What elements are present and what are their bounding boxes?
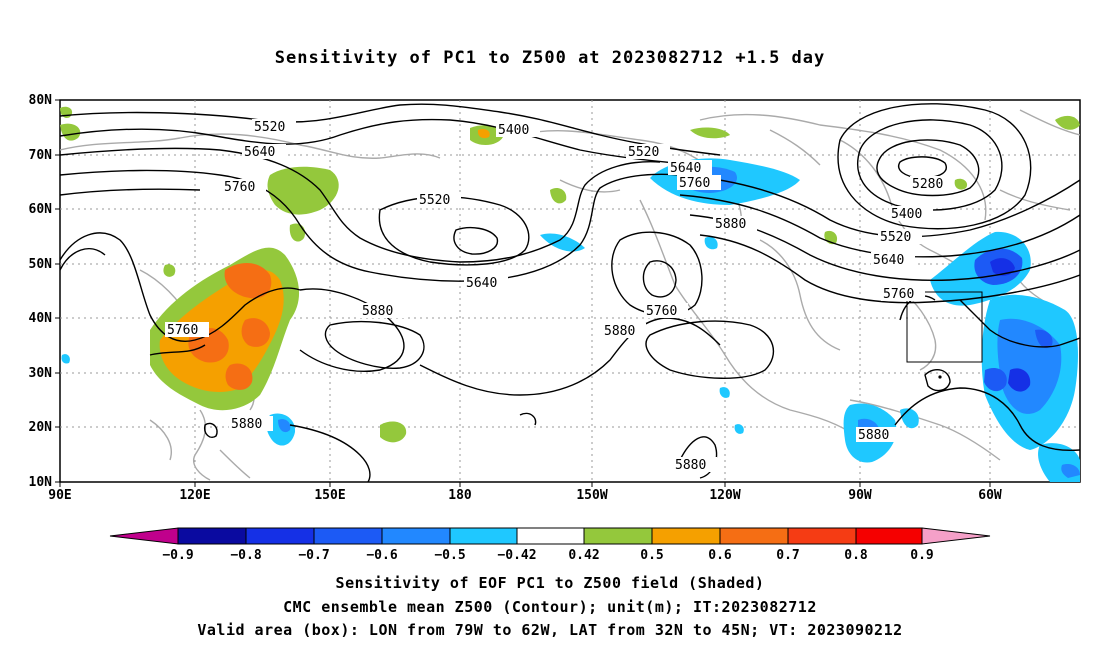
svg-text:5880: 5880 xyxy=(675,458,706,473)
svg-text:5640: 5640 xyxy=(466,276,497,291)
lat-tick-label: 10N xyxy=(29,475,53,490)
svg-text:5760: 5760 xyxy=(679,176,710,191)
caption-contour: CMC ensemble mean Z500 (Contour); unit(m… xyxy=(283,598,817,616)
colorbar: −0.9 −0.8 −0.7 −0.6 −0.5 −0.42 0.42 0.5 … xyxy=(109,527,991,563)
colorbar-high-triangle xyxy=(921,527,991,545)
lat-tick-label: 70N xyxy=(29,148,53,163)
lat-tick-label: 20N xyxy=(29,420,53,435)
contour-label: 5880 xyxy=(229,416,273,432)
colorbar-label: −0.5 xyxy=(434,548,465,563)
colorbar-swatch xyxy=(245,527,315,545)
contour-label: 5760 xyxy=(881,286,925,302)
contour-label: 5520 xyxy=(878,229,922,245)
colorbar-swatch xyxy=(855,527,923,545)
lat-axis: 80N 70N 60N 50N 40N 30N 20N 10N xyxy=(29,93,60,490)
contour-label: 5760 xyxy=(644,303,688,319)
contour-label: 5520 xyxy=(417,192,461,208)
colorbar-swatch xyxy=(787,527,857,545)
svg-text:5520: 5520 xyxy=(880,230,911,245)
contour-label: 5760 xyxy=(677,175,721,191)
colorbar-swatch xyxy=(381,527,451,545)
map-title: Sensitivity of PC1 to Z500 at 2023082712… xyxy=(274,48,826,68)
contour-label: 5520 xyxy=(252,119,296,135)
svg-text:5520: 5520 xyxy=(628,145,659,160)
lon-tick-label: 90E xyxy=(48,488,71,503)
lon-tick-label: 120W xyxy=(709,488,740,503)
svg-text:5760: 5760 xyxy=(167,323,198,338)
colorbar-label: 0.7 xyxy=(776,548,799,563)
contour-label: 5880 xyxy=(856,427,900,443)
contour-label: 5640 xyxy=(668,160,712,176)
lat-tick-label: 30N xyxy=(29,366,53,381)
caption-shaded: Sensitivity of EOF PC1 to Z500 field (Sh… xyxy=(335,574,765,592)
lat-tick-label: 60N xyxy=(29,202,53,217)
lon-tick-label: 150W xyxy=(576,488,607,503)
contour-label: 5640 xyxy=(871,252,915,268)
colorbar-label: −0.8 xyxy=(230,548,261,563)
lat-tick-label: 40N xyxy=(29,311,53,326)
contour-label: 5880 xyxy=(673,457,717,473)
contour-label: 5400 xyxy=(496,122,540,138)
svg-text:5880: 5880 xyxy=(362,304,393,319)
negative-sensitivity-regions xyxy=(61,158,1080,482)
lat-tick-label: 80N xyxy=(29,93,53,108)
svg-text:5400: 5400 xyxy=(891,207,922,222)
contour-label: 5880 xyxy=(713,216,757,232)
valid-area-point xyxy=(938,375,942,379)
svg-text:5640: 5640 xyxy=(244,145,275,160)
contour-label: 5400 xyxy=(889,206,933,222)
colorbar-swatch xyxy=(313,527,383,545)
contour-label: 5880 xyxy=(602,323,646,339)
contour-label: 5640 xyxy=(242,144,286,160)
svg-text:5640: 5640 xyxy=(670,161,701,176)
svg-text:5760: 5760 xyxy=(646,304,677,319)
z500-contours xyxy=(60,103,1080,482)
colorbar-swatch xyxy=(719,527,789,545)
colorbar-swatch xyxy=(449,527,518,545)
contour-label: 5520 xyxy=(626,144,670,160)
lon-tick-label: 180 xyxy=(448,488,472,503)
valid-area-box xyxy=(906,291,983,363)
lon-axis: 90E 120E 150E 180 150W 120W 90W 60W xyxy=(48,482,1002,503)
svg-text:5880: 5880 xyxy=(231,417,262,432)
lon-tick-label: 90W xyxy=(848,488,872,503)
lat-tick-label: 50N xyxy=(29,257,53,272)
colorbar-label: 0.9 xyxy=(910,548,933,563)
svg-text:5880: 5880 xyxy=(715,217,746,232)
svg-text:5520: 5520 xyxy=(254,120,285,135)
contour-label: 5760 xyxy=(222,179,266,195)
colorbar-label: 0.8 xyxy=(844,548,868,563)
contour-labels: 5520 5400 5640 5520 5640 5760 5760 5520 … xyxy=(165,119,954,473)
contour-label: 5640 xyxy=(464,275,508,291)
lon-tick-label: 150E xyxy=(314,488,345,503)
svg-text:5880: 5880 xyxy=(604,324,635,339)
caption-valid-area: Valid area (box): LON from 79W to 62W, L… xyxy=(197,621,903,639)
svg-text:5280: 5280 xyxy=(912,177,943,192)
contour-label: 5280 xyxy=(910,176,954,192)
colorbar-swatch xyxy=(651,527,721,545)
svg-text:5520: 5520 xyxy=(419,193,450,208)
svg-text:5880: 5880 xyxy=(858,428,889,443)
colorbar-swatch xyxy=(583,527,653,545)
colorbar-label: 0.5 xyxy=(640,548,663,563)
contour-label: 5760 xyxy=(165,322,209,338)
colorbar-label: −0.42 xyxy=(497,548,536,563)
svg-text:5400: 5400 xyxy=(498,123,529,138)
colorbar-label: −0.6 xyxy=(366,548,397,563)
colorbar-swatch xyxy=(516,527,585,545)
svg-text:5640: 5640 xyxy=(873,253,904,268)
lon-tick-label: 120E xyxy=(179,488,210,503)
colorbar-label: −0.9 xyxy=(162,548,193,563)
colorbar-swatch xyxy=(177,527,247,545)
colorbar-label: −0.7 xyxy=(298,548,329,563)
svg-text:5760: 5760 xyxy=(883,287,914,302)
contour-label: 5880 xyxy=(360,303,404,319)
svg-text:5760: 5760 xyxy=(224,180,255,195)
colorbar-label: 0.42 xyxy=(568,548,599,563)
colorbar-low-triangle xyxy=(109,527,179,545)
colorbar-label: 0.6 xyxy=(708,548,732,563)
lon-tick-label: 60W xyxy=(978,488,1002,503)
